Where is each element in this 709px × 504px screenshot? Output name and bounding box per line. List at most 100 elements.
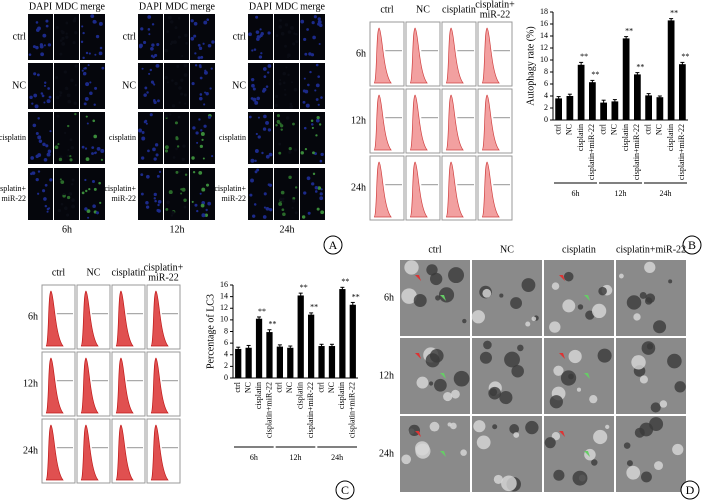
organelle: [429, 421, 440, 432]
significance: **: [300, 283, 308, 292]
organelle: [654, 461, 663, 471]
cell: [37, 135, 42, 140]
significance: **: [258, 307, 266, 316]
cell: [147, 28, 151, 31]
organelle: [401, 454, 412, 465]
cell: [280, 128, 283, 131]
organelle: [451, 389, 460, 399]
cell: [62, 194, 66, 198]
cell: [199, 76, 203, 80]
organelle: [513, 432, 520, 438]
row-label: miR-22: [2, 194, 26, 203]
cell: [284, 23, 289, 27]
arrow: [415, 431, 421, 437]
cell: [65, 21, 69, 25]
arrow: [559, 275, 565, 281]
micrograph: [190, 168, 215, 220]
cell: [59, 52, 63, 56]
cell: [60, 180, 65, 185]
cell: [174, 121, 178, 125]
channel-label: merge: [300, 1, 325, 12]
y-tick-label: 4: [544, 91, 548, 100]
organelle: [426, 264, 438, 276]
x-tick-label: ctrl: [643, 123, 652, 134]
organelle: [482, 288, 492, 298]
cell: [30, 156, 34, 160]
cell: [256, 35, 261, 39]
cell: [199, 144, 203, 148]
cell: [153, 197, 156, 200]
cell: [43, 197, 47, 201]
cell: [141, 67, 144, 70]
panel-letter-circle: [680, 480, 700, 500]
cell: [49, 130, 52, 133]
organelle: [631, 355, 646, 370]
cell: [312, 35, 316, 40]
group-label: 12h: [615, 189, 627, 198]
cell: [279, 18, 282, 22]
cell: [72, 41, 76, 45]
cell: [284, 88, 287, 91]
cell: [145, 122, 148, 125]
cell: [43, 84, 47, 87]
arrow: [440, 295, 446, 301]
cell: [148, 72, 151, 75]
y-tick-label: 2: [544, 103, 548, 112]
organelle: [584, 448, 596, 461]
cell: [154, 143, 159, 147]
cell: [282, 212, 286, 217]
row-label: cisplatin+: [104, 184, 136, 193]
cell: [63, 131, 67, 135]
micrograph: [80, 112, 105, 164]
cell: [85, 157, 90, 162]
cell: [33, 93, 38, 98]
cell: [67, 148, 70, 152]
cell: [312, 151, 315, 155]
channel-label: DAPI: [29, 1, 52, 12]
bar: [287, 347, 294, 378]
cell: [80, 40, 84, 44]
cell: [153, 157, 157, 161]
cell: [100, 149, 105, 153]
organelle: [525, 420, 539, 435]
bar: [266, 332, 273, 378]
cell: [40, 92, 44, 95]
cell: [69, 154, 72, 158]
cell: [278, 201, 283, 206]
cell: [140, 192, 144, 196]
x-tick-label: NC: [243, 382, 252, 393]
organelle: [479, 351, 492, 364]
row-label: 12h: [23, 378, 38, 389]
cell: [81, 191, 85, 195]
cell: [35, 154, 39, 159]
significance: **: [352, 292, 360, 301]
cell: [35, 45, 39, 50]
panel-letter: B: [688, 238, 696, 252]
cell: [198, 96, 203, 101]
cell: [193, 21, 198, 26]
cell: [85, 115, 88, 118]
histogram: [445, 94, 464, 151]
em-image: [472, 260, 542, 336]
cell: [197, 56, 201, 60]
cell: [151, 23, 155, 26]
cell: [66, 154, 70, 158]
cell: [174, 81, 178, 86]
bar: [679, 64, 686, 120]
cell: [315, 118, 320, 123]
bar: [339, 289, 346, 378]
cell: [40, 52, 45, 57]
cell: [290, 81, 294, 84]
cell: [178, 86, 182, 90]
cell: [279, 124, 284, 128]
histogram: [80, 424, 99, 481]
cell: [196, 209, 199, 213]
cell: [279, 197, 283, 202]
cell: [255, 15, 259, 19]
column-label: cisplatin: [112, 267, 146, 278]
cell: [66, 93, 71, 98]
channel-label: DAPI: [139, 1, 162, 12]
cell: [157, 99, 160, 103]
histogram: [150, 290, 169, 347]
y-axis-label: Autophagy rate (%): [525, 26, 536, 105]
